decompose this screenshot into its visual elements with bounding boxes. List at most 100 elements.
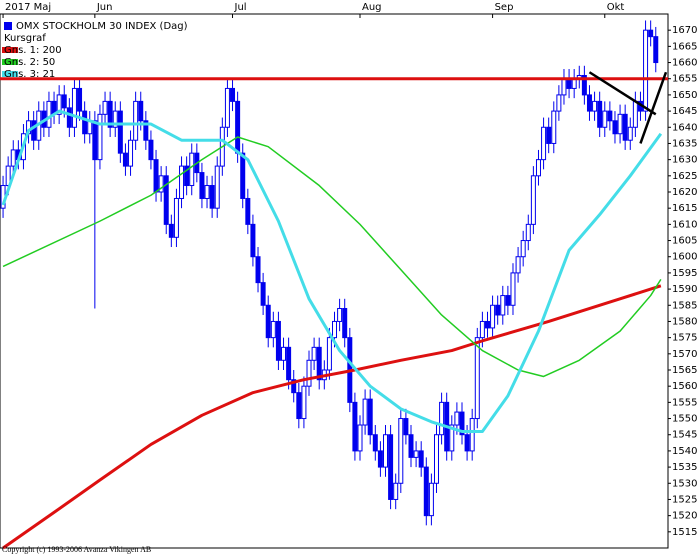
candle-body bbox=[92, 120, 98, 161]
candle-body bbox=[291, 379, 297, 394]
candle-body bbox=[362, 398, 368, 426]
candle-body bbox=[469, 418, 475, 452]
y-tick-label: 1535 bbox=[672, 462, 697, 473]
candle-body bbox=[46, 100, 52, 128]
candle-body bbox=[133, 100, 139, 141]
y-tick-label: 1655 bbox=[672, 74, 697, 85]
y-tick-label: 1630 bbox=[672, 155, 697, 166]
candle-body bbox=[82, 110, 88, 135]
candle-body bbox=[439, 401, 445, 436]
candle-body bbox=[250, 223, 256, 258]
candle-body bbox=[31, 120, 37, 141]
x-tick-label: Aug bbox=[362, 2, 382, 13]
candle-body bbox=[627, 126, 633, 141]
candle-body bbox=[173, 197, 179, 238]
candle-body bbox=[418, 450, 424, 468]
y-tick-label: 1645 bbox=[672, 106, 697, 117]
candle-body bbox=[474, 337, 480, 420]
candle-body bbox=[275, 320, 281, 361]
candle-body bbox=[189, 152, 195, 187]
moving-average-line bbox=[1, 109, 663, 433]
candle-body bbox=[484, 320, 490, 329]
candle-body bbox=[607, 110, 613, 122]
y-tick-label: 1555 bbox=[672, 397, 697, 408]
candle-body bbox=[515, 256, 521, 274]
plot-marks bbox=[0, 20, 668, 550]
candle-body bbox=[296, 392, 302, 420]
y-tick-label: 1610 bbox=[672, 219, 697, 230]
copyright: Copyright (c) 1993-2006 Avanza Vikingen … bbox=[2, 545, 151, 554]
candle-body bbox=[71, 87, 77, 128]
candle-body bbox=[490, 304, 496, 329]
candle-body bbox=[61, 94, 67, 109]
candle-body bbox=[260, 282, 266, 306]
trend-line bbox=[639, 71, 668, 144]
candle-body bbox=[449, 424, 455, 452]
candle-body bbox=[122, 152, 128, 167]
candle-body bbox=[551, 110, 557, 144]
candle-body bbox=[454, 411, 460, 426]
candle-body bbox=[597, 100, 603, 128]
candle-body bbox=[648, 29, 654, 38]
candle-body bbox=[342, 308, 348, 339]
candle-body bbox=[230, 87, 236, 102]
candle-body bbox=[209, 185, 215, 209]
y-tick-label: 1600 bbox=[672, 252, 697, 263]
candle-body bbox=[581, 74, 587, 96]
y-tick-label: 1545 bbox=[672, 430, 697, 441]
candle-body bbox=[541, 126, 547, 161]
legend: Kursgraf OMX STOCKHOLM 30 INDEX (Dag) Gns… bbox=[2, 21, 188, 80]
candle-body bbox=[388, 434, 394, 500]
candle-body bbox=[107, 100, 113, 128]
candle-body bbox=[224, 87, 230, 128]
legend-swatch bbox=[2, 59, 18, 65]
candle-body bbox=[270, 320, 276, 339]
y-tick-label: 1665 bbox=[672, 41, 697, 52]
candle-body bbox=[403, 418, 409, 436]
candle-body bbox=[10, 149, 16, 167]
moving-average-line bbox=[2, 284, 662, 550]
candle-body bbox=[128, 139, 134, 167]
candle-body bbox=[643, 29, 649, 112]
y-tick-label: 1585 bbox=[672, 300, 697, 311]
candle-body bbox=[602, 110, 608, 128]
candle-body bbox=[56, 94, 62, 115]
candle-body bbox=[592, 100, 598, 112]
y-tick-label: 1530 bbox=[672, 478, 697, 489]
candle-body bbox=[153, 159, 159, 193]
candle-body bbox=[163, 175, 169, 225]
x-tick-label: Jul bbox=[234, 2, 247, 13]
candle-body bbox=[311, 346, 317, 361]
legend-label: Gns. 1: 200 bbox=[4, 45, 62, 56]
x-tick-label: Okt bbox=[607, 2, 625, 13]
candle-body bbox=[199, 172, 205, 199]
legend-swatch bbox=[2, 47, 18, 53]
y-tick-label: 1640 bbox=[672, 122, 697, 133]
candle-body bbox=[143, 120, 149, 141]
candle-body bbox=[423, 466, 429, 517]
legend-label: Gns. 2: 50 bbox=[4, 57, 55, 68]
plot-frame bbox=[0, 13, 669, 549]
y-tick-label: 1525 bbox=[672, 494, 697, 505]
candle-body bbox=[586, 94, 592, 112]
y-tick-label: 1540 bbox=[672, 446, 697, 457]
candle-body bbox=[556, 94, 562, 112]
candle-body bbox=[332, 320, 338, 339]
candle-body bbox=[286, 346, 292, 381]
candle-body bbox=[464, 434, 470, 452]
y-tick-label: 1605 bbox=[672, 236, 697, 247]
y-tick-label: 1570 bbox=[672, 349, 697, 360]
candle-body bbox=[326, 337, 332, 371]
candle-body bbox=[214, 165, 220, 209]
y-tick-label: 1670 bbox=[672, 25, 697, 36]
candle-body bbox=[352, 401, 358, 452]
candle-body bbox=[479, 320, 485, 339]
candle-body bbox=[112, 110, 118, 128]
candle-body bbox=[184, 165, 190, 187]
candle-body bbox=[158, 175, 164, 193]
candle-body bbox=[265, 304, 271, 339]
y-tick-label: 1580 bbox=[672, 316, 697, 327]
x-tick-label: Sep bbox=[495, 2, 514, 13]
